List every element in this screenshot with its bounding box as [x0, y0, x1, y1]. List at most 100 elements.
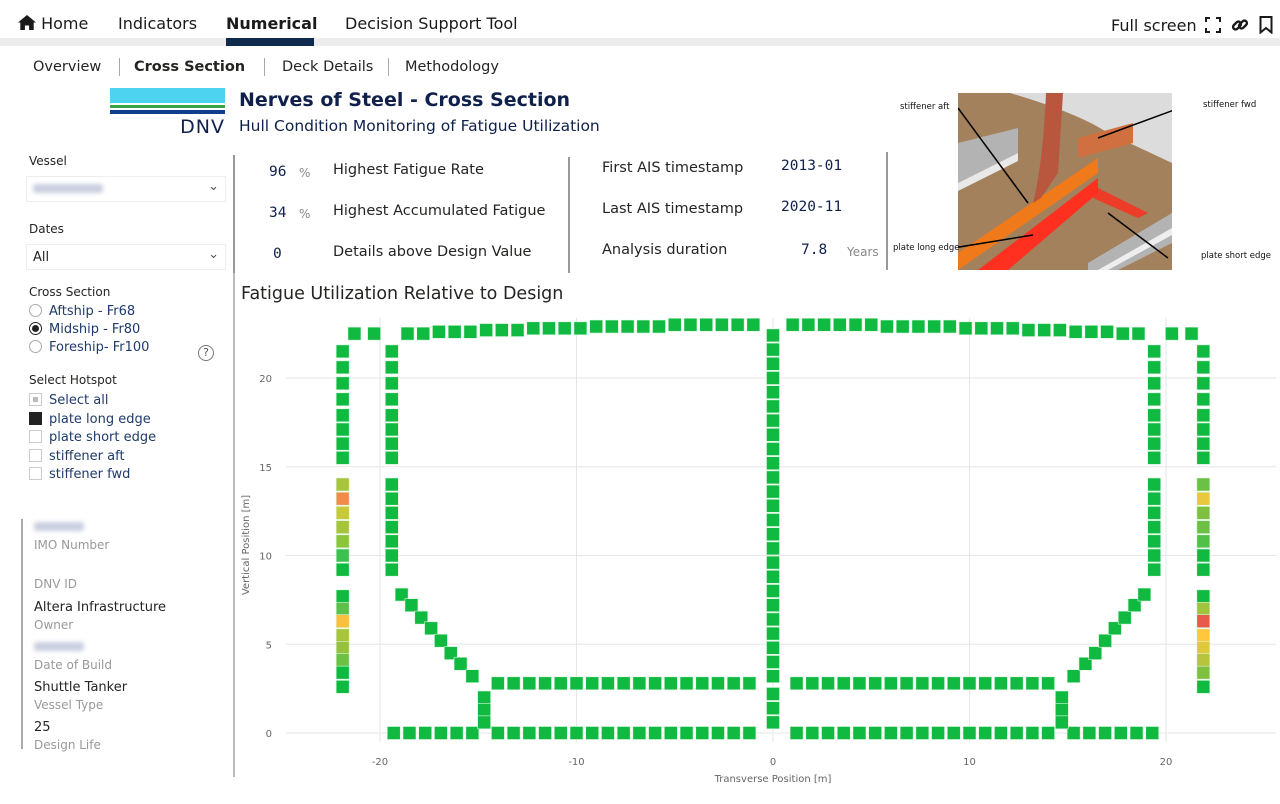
data-point[interactable]: [1147, 477, 1162, 492]
data-point[interactable]: [463, 325, 478, 339]
help-icon[interactable]: ?: [198, 345, 214, 361]
data-point[interactable]: [384, 477, 399, 492]
data-point[interactable]: [384, 562, 399, 577]
data-point[interactable]: [766, 655, 780, 669]
checkbox-hotspot-4[interactable]: stiffener fwd: [29, 467, 130, 482]
data-point[interactable]: [848, 317, 863, 332]
data-point[interactable]: [335, 534, 350, 549]
data-point[interactable]: [335, 376, 350, 391]
data-point[interactable]: [1025, 676, 1040, 691]
data-point[interactable]: [766, 456, 780, 470]
data-point[interactable]: [974, 321, 989, 336]
data-point[interactable]: [1147, 392, 1162, 407]
data-point[interactable]: [1147, 491, 1162, 506]
data-point[interactable]: [931, 676, 945, 691]
data-point[interactable]: [1098, 633, 1112, 648]
data-point[interactable]: [766, 428, 780, 442]
data-point[interactable]: [880, 319, 894, 334]
data-point[interactable]: [766, 669, 780, 684]
data-point[interactable]: [766, 342, 780, 357]
data-point[interactable]: [836, 676, 851, 691]
data-point[interactable]: [589, 319, 603, 334]
link-icon[interactable]: [1231, 16, 1249, 34]
data-point[interactable]: [1147, 436, 1162, 451]
dates-dropdown[interactable]: All ⌄: [26, 244, 226, 270]
data-point[interactable]: [766, 598, 780, 613]
data-point[interactable]: [335, 665, 350, 680]
data-point[interactable]: [648, 676, 662, 691]
data-point[interactable]: [384, 408, 399, 423]
data-point[interactable]: [384, 506, 399, 520]
data-point[interactable]: [911, 319, 926, 334]
data-point[interactable]: [335, 477, 350, 492]
data-point[interactable]: [884, 726, 898, 740]
data-point[interactable]: [664, 726, 678, 740]
data-point[interactable]: [1196, 520, 1211, 534]
data-point[interactable]: [335, 408, 350, 423]
data-point[interactable]: [1147, 506, 1162, 520]
data-point[interactable]: [1114, 726, 1128, 740]
data-point[interactable]: [335, 520, 350, 534]
data-point[interactable]: [632, 726, 647, 740]
data-point[interactable]: [1147, 408, 1162, 423]
data-point[interactable]: [418, 726, 432, 740]
data-point[interactable]: [335, 614, 350, 628]
data-point[interactable]: [557, 321, 572, 336]
data-point[interactable]: [1196, 436, 1211, 451]
data-point[interactable]: [679, 676, 694, 691]
data-point[interactable]: [1055, 703, 1069, 717]
data-point[interactable]: [1196, 614, 1211, 628]
data-point[interactable]: [683, 317, 698, 332]
data-point[interactable]: [766, 626, 780, 641]
radio-circle[interactable]: [29, 322, 42, 335]
data-point[interactable]: [1005, 321, 1020, 336]
data-point[interactable]: [569, 676, 584, 691]
data-point[interactable]: [1147, 451, 1162, 465]
data-point[interactable]: [1147, 548, 1162, 563]
nav-decision-support-tool[interactable]: Decision Support Tool: [345, 14, 518, 33]
data-point[interactable]: [766, 356, 780, 371]
data-point[interactable]: [495, 323, 509, 337]
data-point[interactable]: [585, 726, 600, 740]
data-point[interactable]: [434, 726, 448, 740]
data-point[interactable]: [585, 676, 600, 691]
data-point[interactable]: [1147, 534, 1162, 549]
full-screen-button[interactable]: Full screen: [1111, 16, 1197, 35]
data-point[interactable]: [347, 326, 362, 341]
data-point[interactable]: [766, 687, 780, 701]
data-point[interactable]: [384, 520, 399, 534]
data-point[interactable]: [601, 726, 615, 740]
data-point[interactable]: [821, 676, 835, 691]
checkbox-box[interactable]: [29, 393, 42, 406]
data-point[interactable]: [1196, 376, 1211, 391]
data-point[interactable]: [384, 491, 399, 506]
data-point[interactable]: [384, 451, 399, 465]
checkbox-box[interactable]: [29, 467, 42, 480]
data-point[interactable]: [386, 726, 401, 740]
data-point[interactable]: [1196, 422, 1211, 437]
data-point[interactable]: [667, 317, 682, 332]
data-point[interactable]: [946, 726, 961, 740]
data-point[interactable]: [1137, 587, 1152, 602]
data-point[interactable]: [766, 715, 780, 730]
data-point[interactable]: [335, 548, 350, 563]
data-point[interactable]: [335, 436, 350, 451]
data-point[interactable]: [434, 633, 448, 648]
data-point[interactable]: [766, 527, 780, 541]
data-point[interactable]: [394, 587, 409, 602]
data-point[interactable]: [506, 676, 521, 691]
data-point[interactable]: [1196, 562, 1211, 577]
data-point[interactable]: [1196, 392, 1211, 407]
data-point[interactable]: [443, 646, 458, 660]
tab-cross-section[interactable]: Cross Section: [134, 59, 246, 75]
data-point[interactable]: [1127, 598, 1142, 613]
data-point[interactable]: [1078, 656, 1093, 671]
data-point[interactable]: [384, 344, 399, 359]
data-point[interactable]: [1196, 628, 1211, 643]
data-point[interactable]: [695, 676, 710, 691]
data-point[interactable]: [1129, 726, 1144, 740]
bookmark-icon[interactable]: [1259, 16, 1273, 34]
data-point[interactable]: [711, 726, 725, 740]
data-point[interactable]: [1196, 360, 1211, 375]
data-point[interactable]: [1196, 451, 1211, 465]
